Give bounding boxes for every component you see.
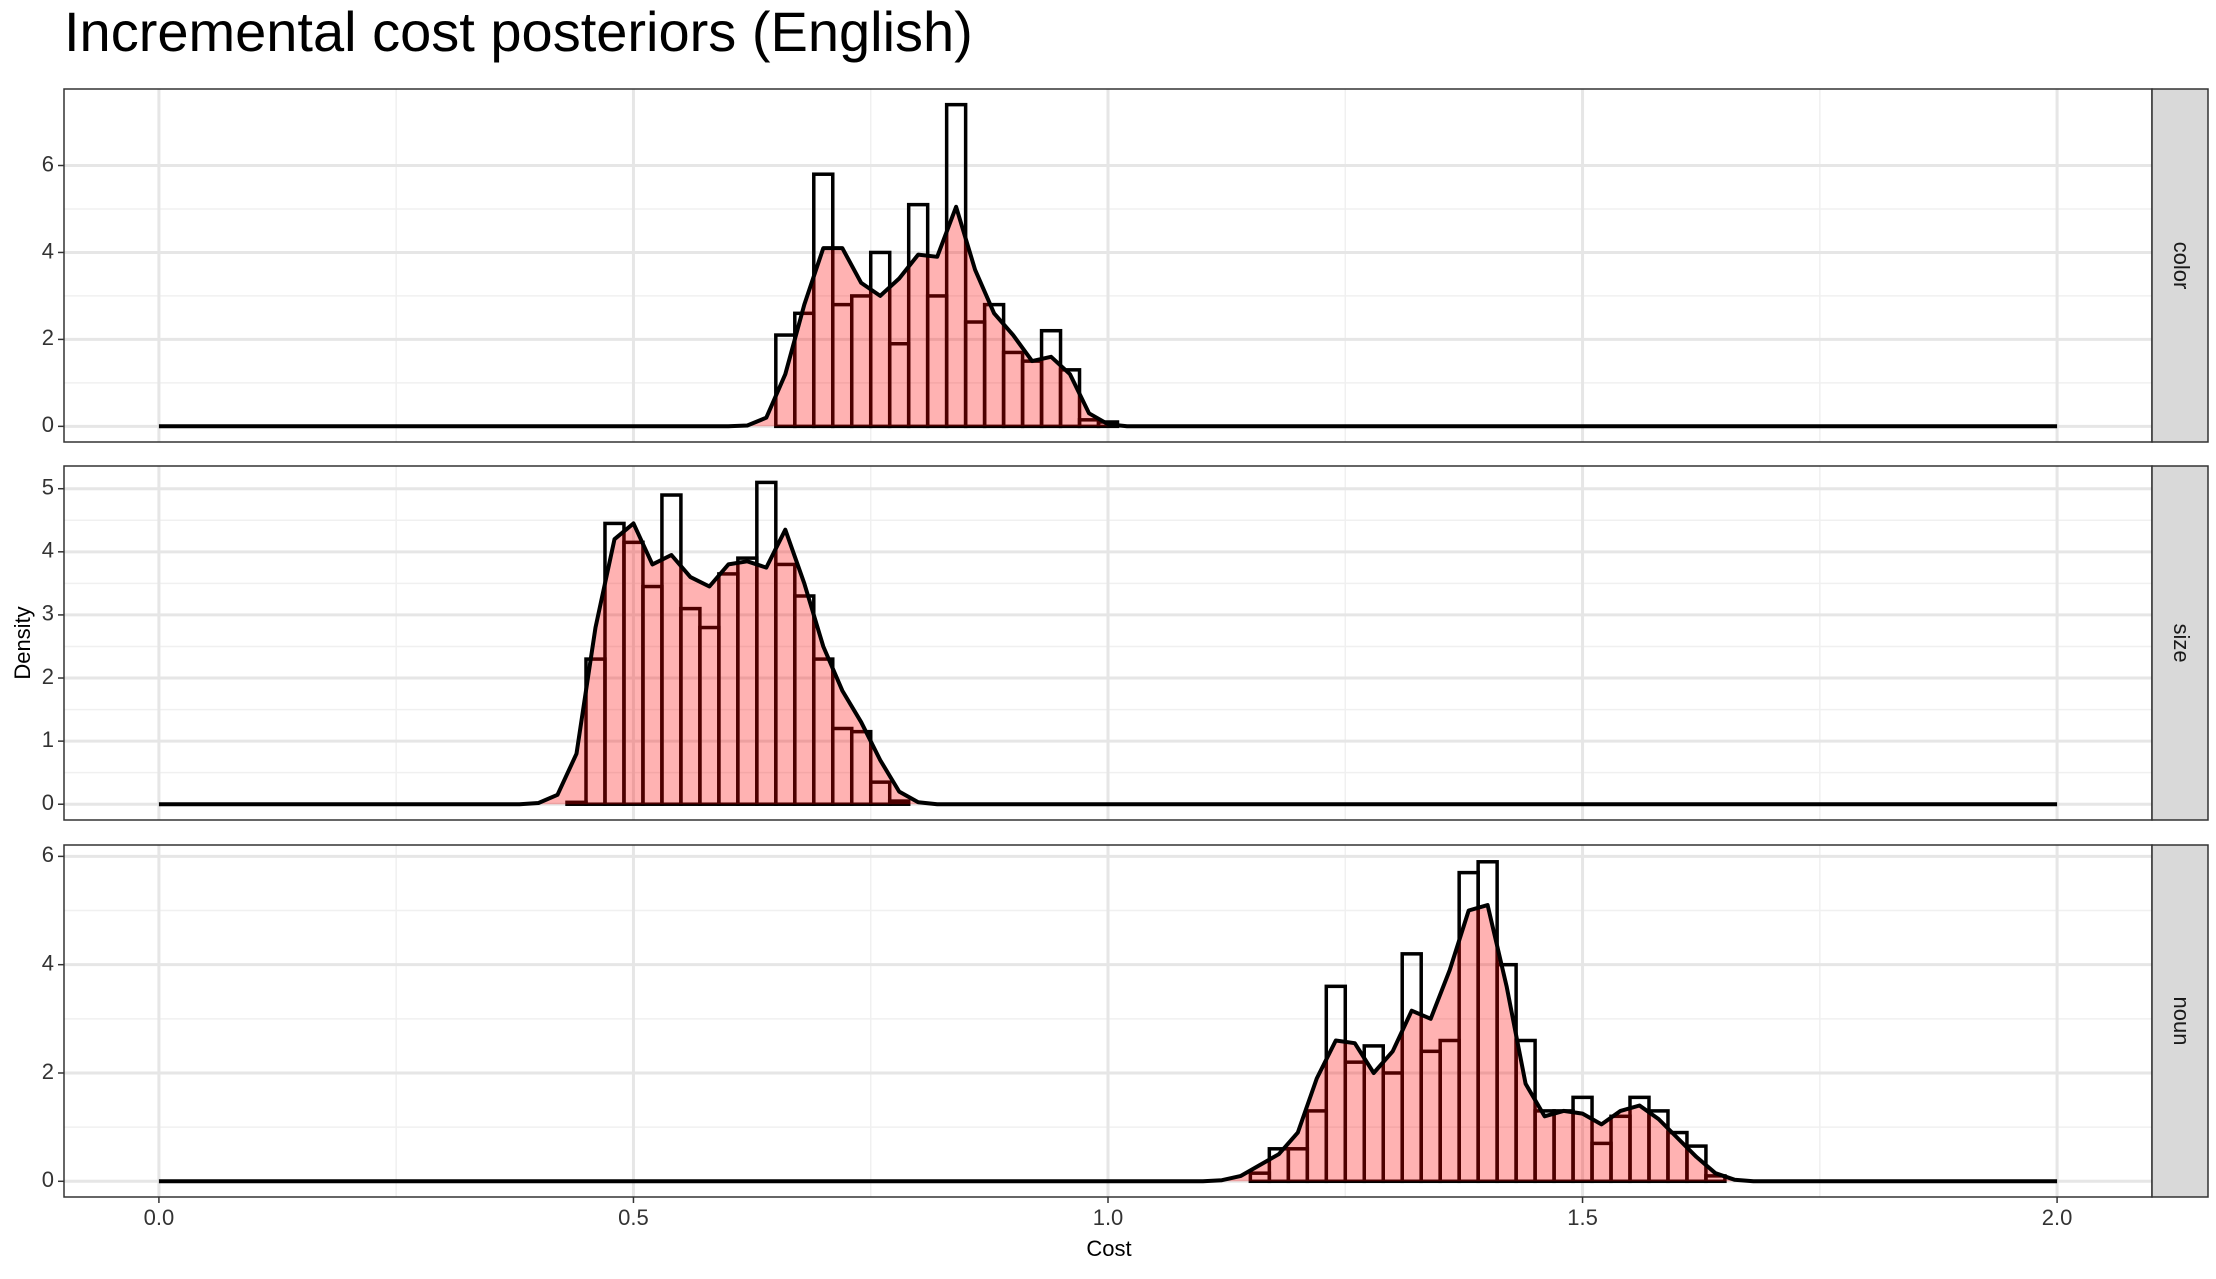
histogram-bar (812, 172, 835, 429)
density-curve (158, 903, 2058, 1184)
y-tick-label: 4 (42, 238, 54, 263)
y-tick-label: 4 (42, 950, 54, 975)
y-tick-label: 2 (42, 664, 54, 689)
facet-strip (2151, 844, 2209, 1198)
density-curve (158, 521, 2058, 807)
histogram-bar (868, 250, 892, 429)
histogram-bar (887, 799, 911, 806)
histogram-bar (1571, 1095, 1594, 1184)
y-tick-label: 4 (42, 538, 54, 563)
chart-title: Incremental cost posteriors (English) (64, 0, 973, 63)
y-tick-label: 3 (42, 601, 54, 626)
x-tick-label: 0.0 (144, 1205, 175, 1230)
x-tick-label: 1.5 (1567, 1205, 1598, 1230)
facet-label: size (2169, 623, 2194, 662)
facet-label: color (2169, 242, 2194, 290)
x-axis-label: Cost (1086, 1236, 1131, 1261)
y-tick-label: 1 (42, 727, 54, 752)
facet-label: noun (2169, 997, 2194, 1046)
y-tick-label: 2 (42, 1059, 54, 1084)
y-tick-label: 6 (42, 842, 54, 867)
facet-strip (2151, 465, 2209, 821)
y-tick-label: 2 (42, 325, 54, 350)
y-axis-label: Density (10, 606, 35, 679)
y-tick-label: 0 (42, 1167, 54, 1192)
histogram-bar (849, 729, 873, 806)
facet-strip (2151, 88, 2209, 443)
x-tick-label: 2.0 (2042, 1205, 2073, 1230)
x-tick-label: 0.5 (618, 1205, 649, 1230)
y-tick-label: 5 (42, 475, 54, 500)
density-curve (158, 204, 2058, 429)
histogram-bar (944, 102, 968, 429)
y-tick-label: 6 (42, 151, 54, 176)
histogram-bar (868, 780, 892, 806)
y-tick-label: 0 (42, 790, 54, 815)
y-tick-label: 0 (42, 412, 54, 437)
x-tick-label: 1.0 (1093, 1205, 1124, 1230)
histogram-bar (1704, 1174, 1727, 1184)
